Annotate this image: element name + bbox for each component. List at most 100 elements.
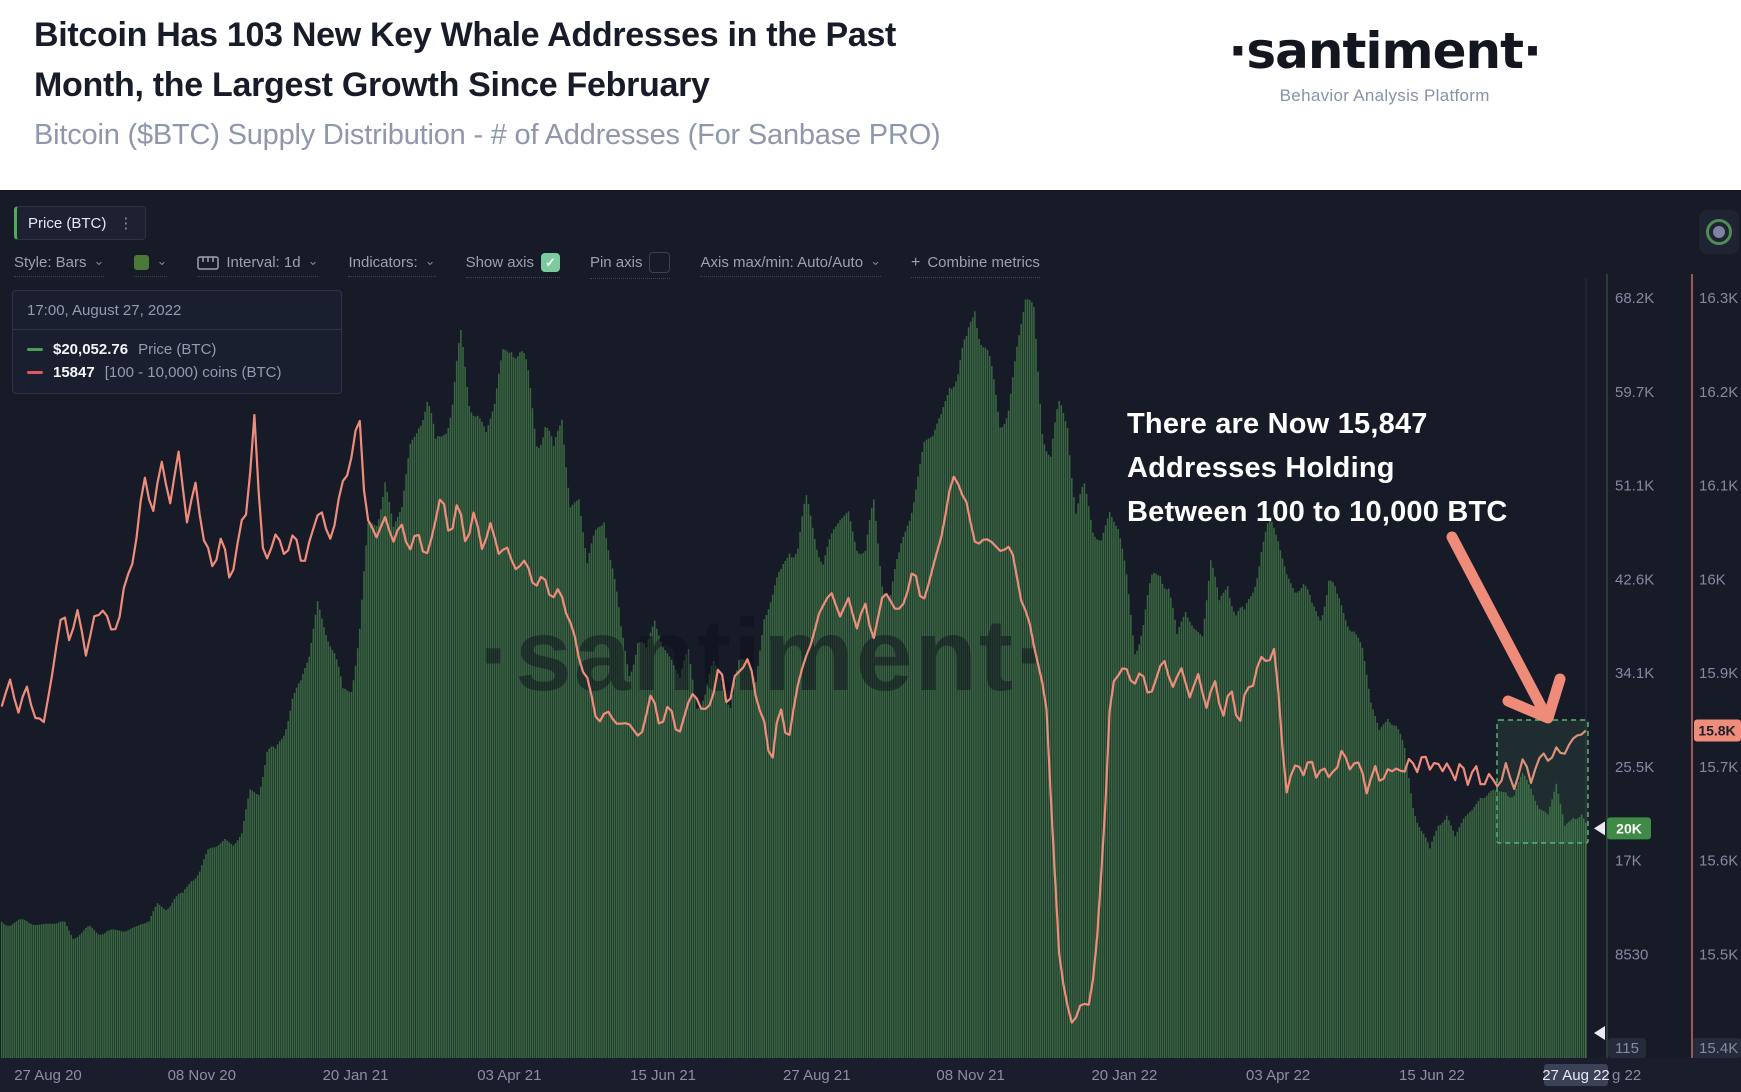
addresses-axis-tick: 16.2K	[1699, 384, 1738, 401]
price-axis-tick: 42.6K	[1615, 571, 1654, 588]
annotation-line-2: Addresses Holding	[1127, 452, 1395, 484]
price-axis-tick: 59.7K	[1615, 384, 1654, 401]
interval-dropdown[interactable]: Interval: 1d ⌄	[197, 252, 319, 277]
addresses-line	[0, 413, 1587, 1024]
annotation-arrow-shaft	[1446, 531, 1550, 718]
current-price-badge	[1607, 817, 1651, 840]
pin-axis-label: Pin axis	[589, 254, 643, 271]
chevron-down-icon: ⌄	[307, 252, 319, 268]
price-axis-tick: 17K	[1615, 853, 1642, 870]
addresses-axis-tick: 16K	[1699, 571, 1726, 588]
addresses-axis-tick: 16.3K	[1699, 290, 1738, 307]
price-series-marker-icon	[27, 348, 43, 351]
combine-metrics-label: Combine metrics	[927, 254, 1040, 271]
tooltip-row-addresses: 15847 [100 - 10,000) coins (BTC)	[27, 364, 327, 381]
brand-tagline: Behavior Analysis Platform	[1279, 86, 1490, 105]
chevron-down-icon: ⌄	[870, 252, 881, 268]
price-axis-tick: 51.1K	[1615, 478, 1654, 495]
date-label: 15 Jun 22	[1399, 1067, 1465, 1084]
axis-handle-triangle-icon	[1594, 1026, 1605, 1040]
addresses-axis-tick: 16.1K	[1699, 478, 1738, 495]
price-axis-tick: 34.1K	[1615, 665, 1654, 682]
chart-panel: ·santiment· 68.2K 59.7K 51.1K 42.6K 34.1K 25.5…	[0, 190, 1741, 1092]
highlight-region-box	[1496, 719, 1589, 844]
style-dropdown-label: Style: Bars	[14, 254, 87, 271]
title-line-1: Bitcoin Has 103 New Key Whale Addresses …	[34, 16, 897, 54]
plus-icon: +	[910, 253, 921, 271]
chevron-down-icon: ⌄	[424, 252, 436, 268]
selected-date-badge	[1544, 1064, 1608, 1086]
addresses-axis-tick: 15.4K	[1699, 1040, 1738, 1057]
tooltip-divider	[13, 329, 341, 330]
show-axis-toggle[interactable]: Show axis ✓	[465, 253, 560, 278]
date-label: 20 Jan 22	[1091, 1067, 1157, 1084]
price-axis-tick: 25.5K	[1615, 759, 1654, 776]
page-title: Bitcoin Has 103 New Key Whale Addresses …	[34, 10, 941, 110]
annotation-line-3: Between 100 to 10,000 BTC	[1127, 496, 1508, 528]
show-axis-label: Show axis	[465, 254, 534, 271]
report-titles: Bitcoin Has 103 New Key Whale Addresses …	[34, 10, 941, 152]
axis-maxmin-label: Axis max/min: Auto/Auto	[700, 254, 864, 271]
metric-tab-price[interactable]: Price (BTC) ⋮	[14, 206, 147, 240]
indicators-dropdown[interactable]: Indicators: ⌄	[348, 252, 436, 277]
watermark: ·santiment·	[479, 598, 1051, 712]
price-axis-tick: 68.2K	[1615, 290, 1654, 307]
indicators-dropdown-label: Indicators:	[348, 254, 418, 271]
style-dropdown[interactable]: Style: Bars ⌄	[14, 252, 105, 277]
combine-metrics-button[interactable]: + Combine metrics	[910, 253, 1040, 278]
page-subtitle: Bitcoin ($BTC) Supply Distribution - # o…	[34, 119, 941, 151]
bar-color-swatch-icon	[134, 255, 150, 270]
date-label: 27 Aug 21	[783, 1067, 851, 1084]
whale-annotation: There are Now 15,847 Addresses Holding B…	[1127, 402, 1508, 534]
price-marker-triangle-icon	[1594, 821, 1605, 836]
metric-tab-label: Price (BTC)	[28, 214, 107, 232]
santiment-logo: ·santiment·	[1228, 22, 1542, 80]
chart-toolbar: Style: Bars ⌄ ⌄ Interval: 1d ⌄ Indicator…	[14, 252, 1040, 279]
chevron-down-icon: ⌄	[93, 252, 105, 268]
addresses-axis-tick: 15.5K	[1699, 946, 1738, 963]
date-label: 03 Apr 21	[477, 1067, 541, 1084]
checkbox-checked-icon[interactable]: ✓	[540, 253, 560, 272]
report-header: Bitcoin Has 103 New Key Whale Addresses …	[0, 0, 1741, 190]
tooltip-price-value: $20,052.76	[53, 341, 129, 358]
date-label: 27 Aug 20	[14, 1067, 82, 1084]
price-axis-min-badge	[1608, 1038, 1646, 1058]
addresses-axis-tick: 15.6K	[1699, 853, 1738, 870]
addresses-axis-tick: 15.7K	[1699, 759, 1738, 776]
tooltip-addresses-label: [100 - 10,000) coins (BTC)	[104, 364, 282, 381]
x-axis-strip	[0, 1058, 1741, 1092]
chevron-down-icon: ⌄	[156, 252, 168, 268]
axis-maxmin-dropdown[interactable]: Axis max/min: Auto/Auto ⌄	[700, 252, 881, 277]
addresses-axis-min-badge	[1693, 1038, 1741, 1058]
annotation-arrow-head	[1502, 673, 1566, 724]
annotation-line-1: There are Now 15,847	[1127, 408, 1428, 440]
price-axis-tick: 8530	[1615, 946, 1648, 963]
santiment-brand: ·santiment· Behavior Analysis Platform	[1228, 22, 1542, 106]
tooltip-datetime: 17:00, August 27, 2022	[27, 302, 182, 319]
interval-dropdown-label: Interval: 1d	[226, 254, 301, 271]
pin-axis-toggle[interactable]: Pin axis	[589, 252, 671, 279]
chart-tooltip: 17:00, August 27, 2022 $20,052.76 Price …	[12, 290, 342, 394]
current-addresses-badge	[1694, 719, 1741, 742]
tooltip-addresses-value: 15847	[53, 364, 95, 381]
tooltip-row-price: $20,052.76 Price (BTC)	[27, 341, 327, 358]
date-label: 20 Jan 21	[323, 1067, 389, 1084]
current-price-badge-label: 20K	[1616, 820, 1642, 836]
record-dot-icon	[1713, 226, 1725, 238]
title-line-2: Month, the Largest Growth Since February	[34, 66, 710, 104]
date-label: 08 Nov 20	[168, 1067, 236, 1084]
checkbox-unchecked-icon[interactable]	[649, 252, 671, 273]
chart-plot[interactable]: ·santiment· 68.2K 59.7K 51.1K 42.6K 34.1K 25.5…	[0, 190, 1741, 1092]
record-ring-icon	[1706, 219, 1732, 245]
date-label: 03 Apr 22	[1246, 1067, 1310, 1084]
kebab-menu-icon[interactable]: ⋮	[118, 215, 134, 232]
date-label: 08 Nov 21	[936, 1067, 1004, 1084]
addresses-series-marker-icon	[27, 371, 43, 374]
price-axis-tick: 115	[1615, 1040, 1639, 1057]
tooltip-price-label: Price (BTC)	[138, 341, 217, 358]
interval-ruler-icon	[197, 255, 220, 270]
record-indicator-button[interactable]	[1699, 210, 1739, 254]
selected-date-label: 27 Aug 22	[1542, 1067, 1610, 1084]
color-swatch-dropdown[interactable]: ⌄	[134, 252, 168, 277]
